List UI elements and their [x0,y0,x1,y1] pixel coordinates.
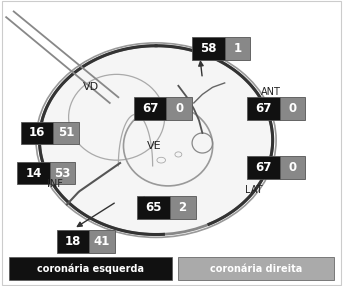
FancyBboxPatch shape [247,97,280,120]
FancyBboxPatch shape [89,230,115,253]
FancyBboxPatch shape [247,156,280,179]
Text: 1: 1 [234,42,241,55]
Text: INF: INF [47,180,63,189]
Text: 0: 0 [175,102,183,115]
FancyBboxPatch shape [170,196,196,219]
Text: 51: 51 [58,126,74,140]
Text: 67: 67 [142,102,158,115]
Ellipse shape [39,46,273,235]
FancyBboxPatch shape [137,196,170,219]
Text: coronária direita: coronária direita [210,264,303,274]
Text: VE: VE [147,141,162,151]
FancyBboxPatch shape [225,37,250,60]
Text: 14: 14 [25,166,42,180]
FancyBboxPatch shape [53,122,79,144]
Text: 58: 58 [200,42,217,55]
FancyBboxPatch shape [280,97,305,120]
Text: 65: 65 [145,201,162,214]
FancyBboxPatch shape [21,122,53,144]
Text: 41: 41 [94,235,110,248]
Text: 18: 18 [65,235,81,248]
Text: 67: 67 [255,161,271,174]
FancyBboxPatch shape [57,230,89,253]
FancyBboxPatch shape [178,257,334,280]
FancyBboxPatch shape [280,156,305,179]
FancyBboxPatch shape [9,257,171,280]
Text: LAT: LAT [245,185,263,195]
Text: VD: VD [83,82,99,92]
FancyBboxPatch shape [134,97,166,120]
Text: 53: 53 [55,166,71,180]
FancyBboxPatch shape [17,162,50,184]
Text: ANT: ANT [261,87,281,96]
FancyBboxPatch shape [192,37,225,60]
FancyBboxPatch shape [50,162,75,184]
Text: 16: 16 [29,126,45,140]
Text: coronária esquerda: coronária esquerda [37,264,143,274]
Text: 67: 67 [255,102,271,115]
Text: 2: 2 [179,201,187,214]
Text: 0: 0 [288,102,296,115]
Text: 0: 0 [288,161,296,174]
FancyBboxPatch shape [166,97,192,120]
